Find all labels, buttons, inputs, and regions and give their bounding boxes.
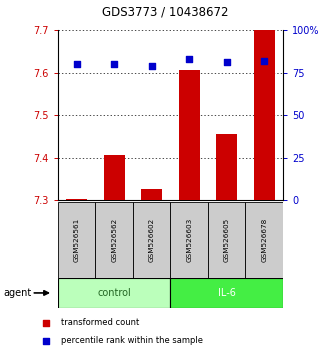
Text: GSM526602: GSM526602 bbox=[149, 218, 155, 262]
Bar bbox=[95, 202, 133, 278]
Text: GDS3773 / 10438672: GDS3773 / 10438672 bbox=[102, 6, 229, 19]
Text: GSM526605: GSM526605 bbox=[224, 218, 230, 262]
Bar bbox=[216, 134, 237, 200]
Bar bbox=[133, 202, 170, 278]
Bar bbox=[104, 155, 124, 200]
Text: transformed count: transformed count bbox=[61, 318, 139, 327]
Point bbox=[44, 338, 49, 344]
Point bbox=[74, 61, 79, 67]
Point bbox=[261, 58, 267, 63]
Bar bbox=[58, 202, 95, 278]
Bar bbox=[246, 202, 283, 278]
Bar bbox=[66, 199, 87, 200]
Bar bbox=[170, 202, 208, 278]
Text: control: control bbox=[97, 288, 131, 298]
Bar bbox=[58, 278, 170, 308]
Point bbox=[112, 61, 117, 67]
Text: agent: agent bbox=[3, 288, 31, 298]
Text: GSM526678: GSM526678 bbox=[261, 218, 267, 262]
Bar bbox=[170, 278, 283, 308]
Bar bbox=[141, 189, 162, 200]
Point bbox=[149, 63, 154, 69]
Bar bbox=[179, 70, 200, 200]
Bar bbox=[208, 202, 246, 278]
Point bbox=[44, 320, 49, 326]
Point bbox=[187, 56, 192, 62]
Text: percentile rank within the sample: percentile rank within the sample bbox=[61, 336, 203, 346]
Text: GSM526603: GSM526603 bbox=[186, 218, 192, 262]
Text: IL-6: IL-6 bbox=[218, 288, 236, 298]
Text: GSM526562: GSM526562 bbox=[111, 218, 117, 262]
Bar bbox=[254, 30, 274, 200]
Point bbox=[224, 59, 229, 65]
Text: GSM526561: GSM526561 bbox=[74, 218, 80, 262]
